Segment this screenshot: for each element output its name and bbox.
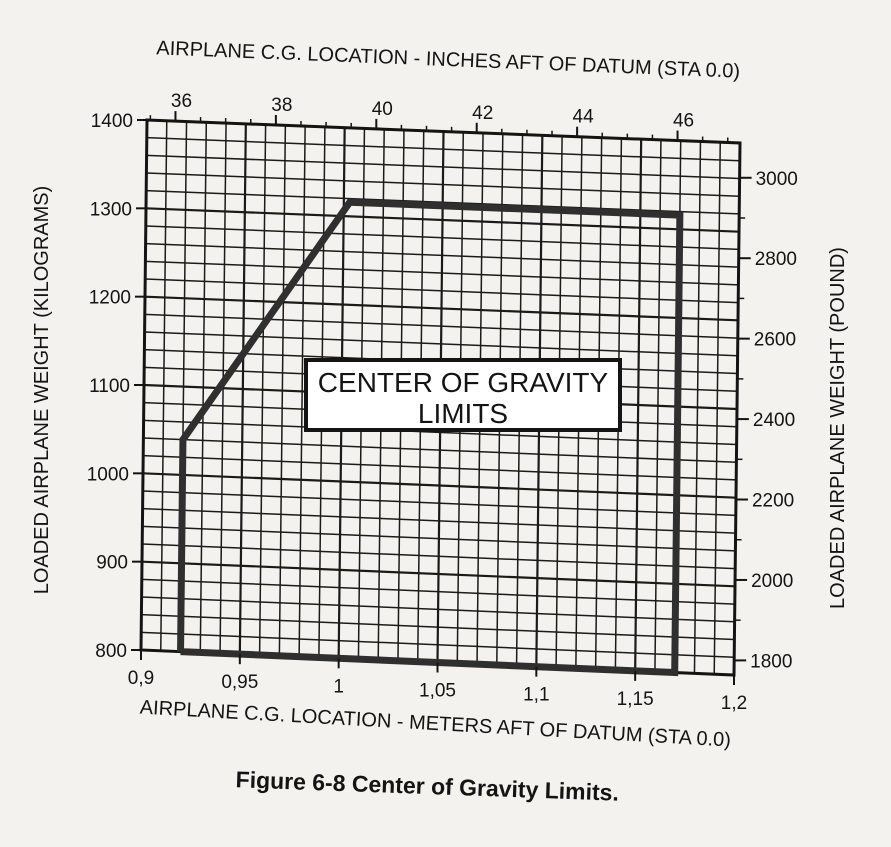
grid-line-horizontal [143,437,737,463]
bottom-axis-tick-label: 1,2 [721,693,747,714]
grid-line-horizontal [144,313,738,339]
bottom-axis-tick-label: 1 [333,676,344,697]
right-axis-tick-label: 3000 [756,169,798,190]
series-layer [177,198,684,677]
bottom-axis-tick-label: 0,95 [221,672,258,693]
grid-line-horizontal [145,242,739,268]
right-axis-tick-label: 2200 [752,491,794,512]
right-axis-tick-label: 2600 [754,330,796,351]
grid-line-horizontal [146,189,740,215]
bottom-axis-tick-label: 1,15 [617,689,654,710]
grid-line-horizontal [142,507,736,534]
ticks-layer: 36 38 40 42 44 46 0,9 0,95 1 1,05 1,1 1,15 1,2 800 900… [87,91,798,714]
grid-line-horizontal [143,454,737,481]
annotation-box [304,358,622,432]
annotation-layer: CENTER OF GRAVITY LIMITS [304,358,622,432]
grid-line-horizontal [142,472,737,499]
bottom-axis-tick-label: 0,9 [128,668,154,689]
bottom-axis-tick-label: 1,05 [419,681,456,702]
grid-line-horizontal [142,490,736,517]
right-axis-tick-label: 2000 [751,571,793,592]
top-axis-tick-label: 44 [573,107,595,128]
top-axis-label: AIRPLANE C.G. LOCATION - INCHES AFT OF D… [156,37,741,82]
top-axis-tick-label: 36 [171,91,192,112]
grid-line-horizontal [141,596,735,623]
left-axis-label: LOADED AIRPLANE WEIGHT (KILOGRAMS) [31,186,53,595]
right-axis-label: LOADED AIRPLANE WEIGHT (POUND) [827,247,849,609]
top-axis-tick-label: 42 [472,103,493,124]
top-axis-tick-label: 46 [673,111,694,132]
grid-line-horizontal [141,631,735,659]
left-axis-tick-label: 1100 [89,376,130,397]
cg-envelope-line [177,198,684,677]
grid-line-horizontal [141,613,735,641]
grid-line-horizontal [145,207,740,233]
grid-line-horizontal [146,136,740,162]
right-axis-tick-label: 1800 [750,651,792,672]
grid-line-horizontal [144,331,738,357]
grid-line-horizontal [142,543,736,570]
grid-line-horizontal [146,154,740,180]
left-axis-tick-label: 1200 [89,288,131,309]
bottom-axis-tick-label: 1,1 [523,685,549,706]
figure-caption: Figure 6-8 Center of Gravity Limits. [235,766,619,805]
left-axis-tick-label: 1000 [87,464,129,485]
grid-line-horizontal [145,278,739,304]
grid-line-horizontal [144,295,739,322]
grid-line-horizontal [142,525,736,552]
grid-line-horizontal [143,419,737,446]
left-axis-tick-label: 1400 [91,111,133,132]
grid-line-horizontal [145,225,739,251]
top-axis-tick-label: 38 [271,95,292,116]
grid-line-horizontal [141,578,735,605]
left-axis-tick-label: 800 [95,641,127,662]
left-axis-tick-label: 1300 [90,199,132,220]
annotation-text-line-1: CENTER OF GRAVITY [318,367,609,398]
grid-line-horizontal [146,172,740,197]
right-axis-tick-label: 2400 [753,410,795,431]
grid-line-horizontal [141,560,736,588]
left-axis-tick-label: 900 [96,553,128,574]
grid-line-horizontal [145,260,739,286]
annotation-text-line-2: LIMITS [418,398,508,429]
right-axis-tick-label: 2800 [755,249,797,270]
top-axis-tick-label: 40 [372,99,393,120]
